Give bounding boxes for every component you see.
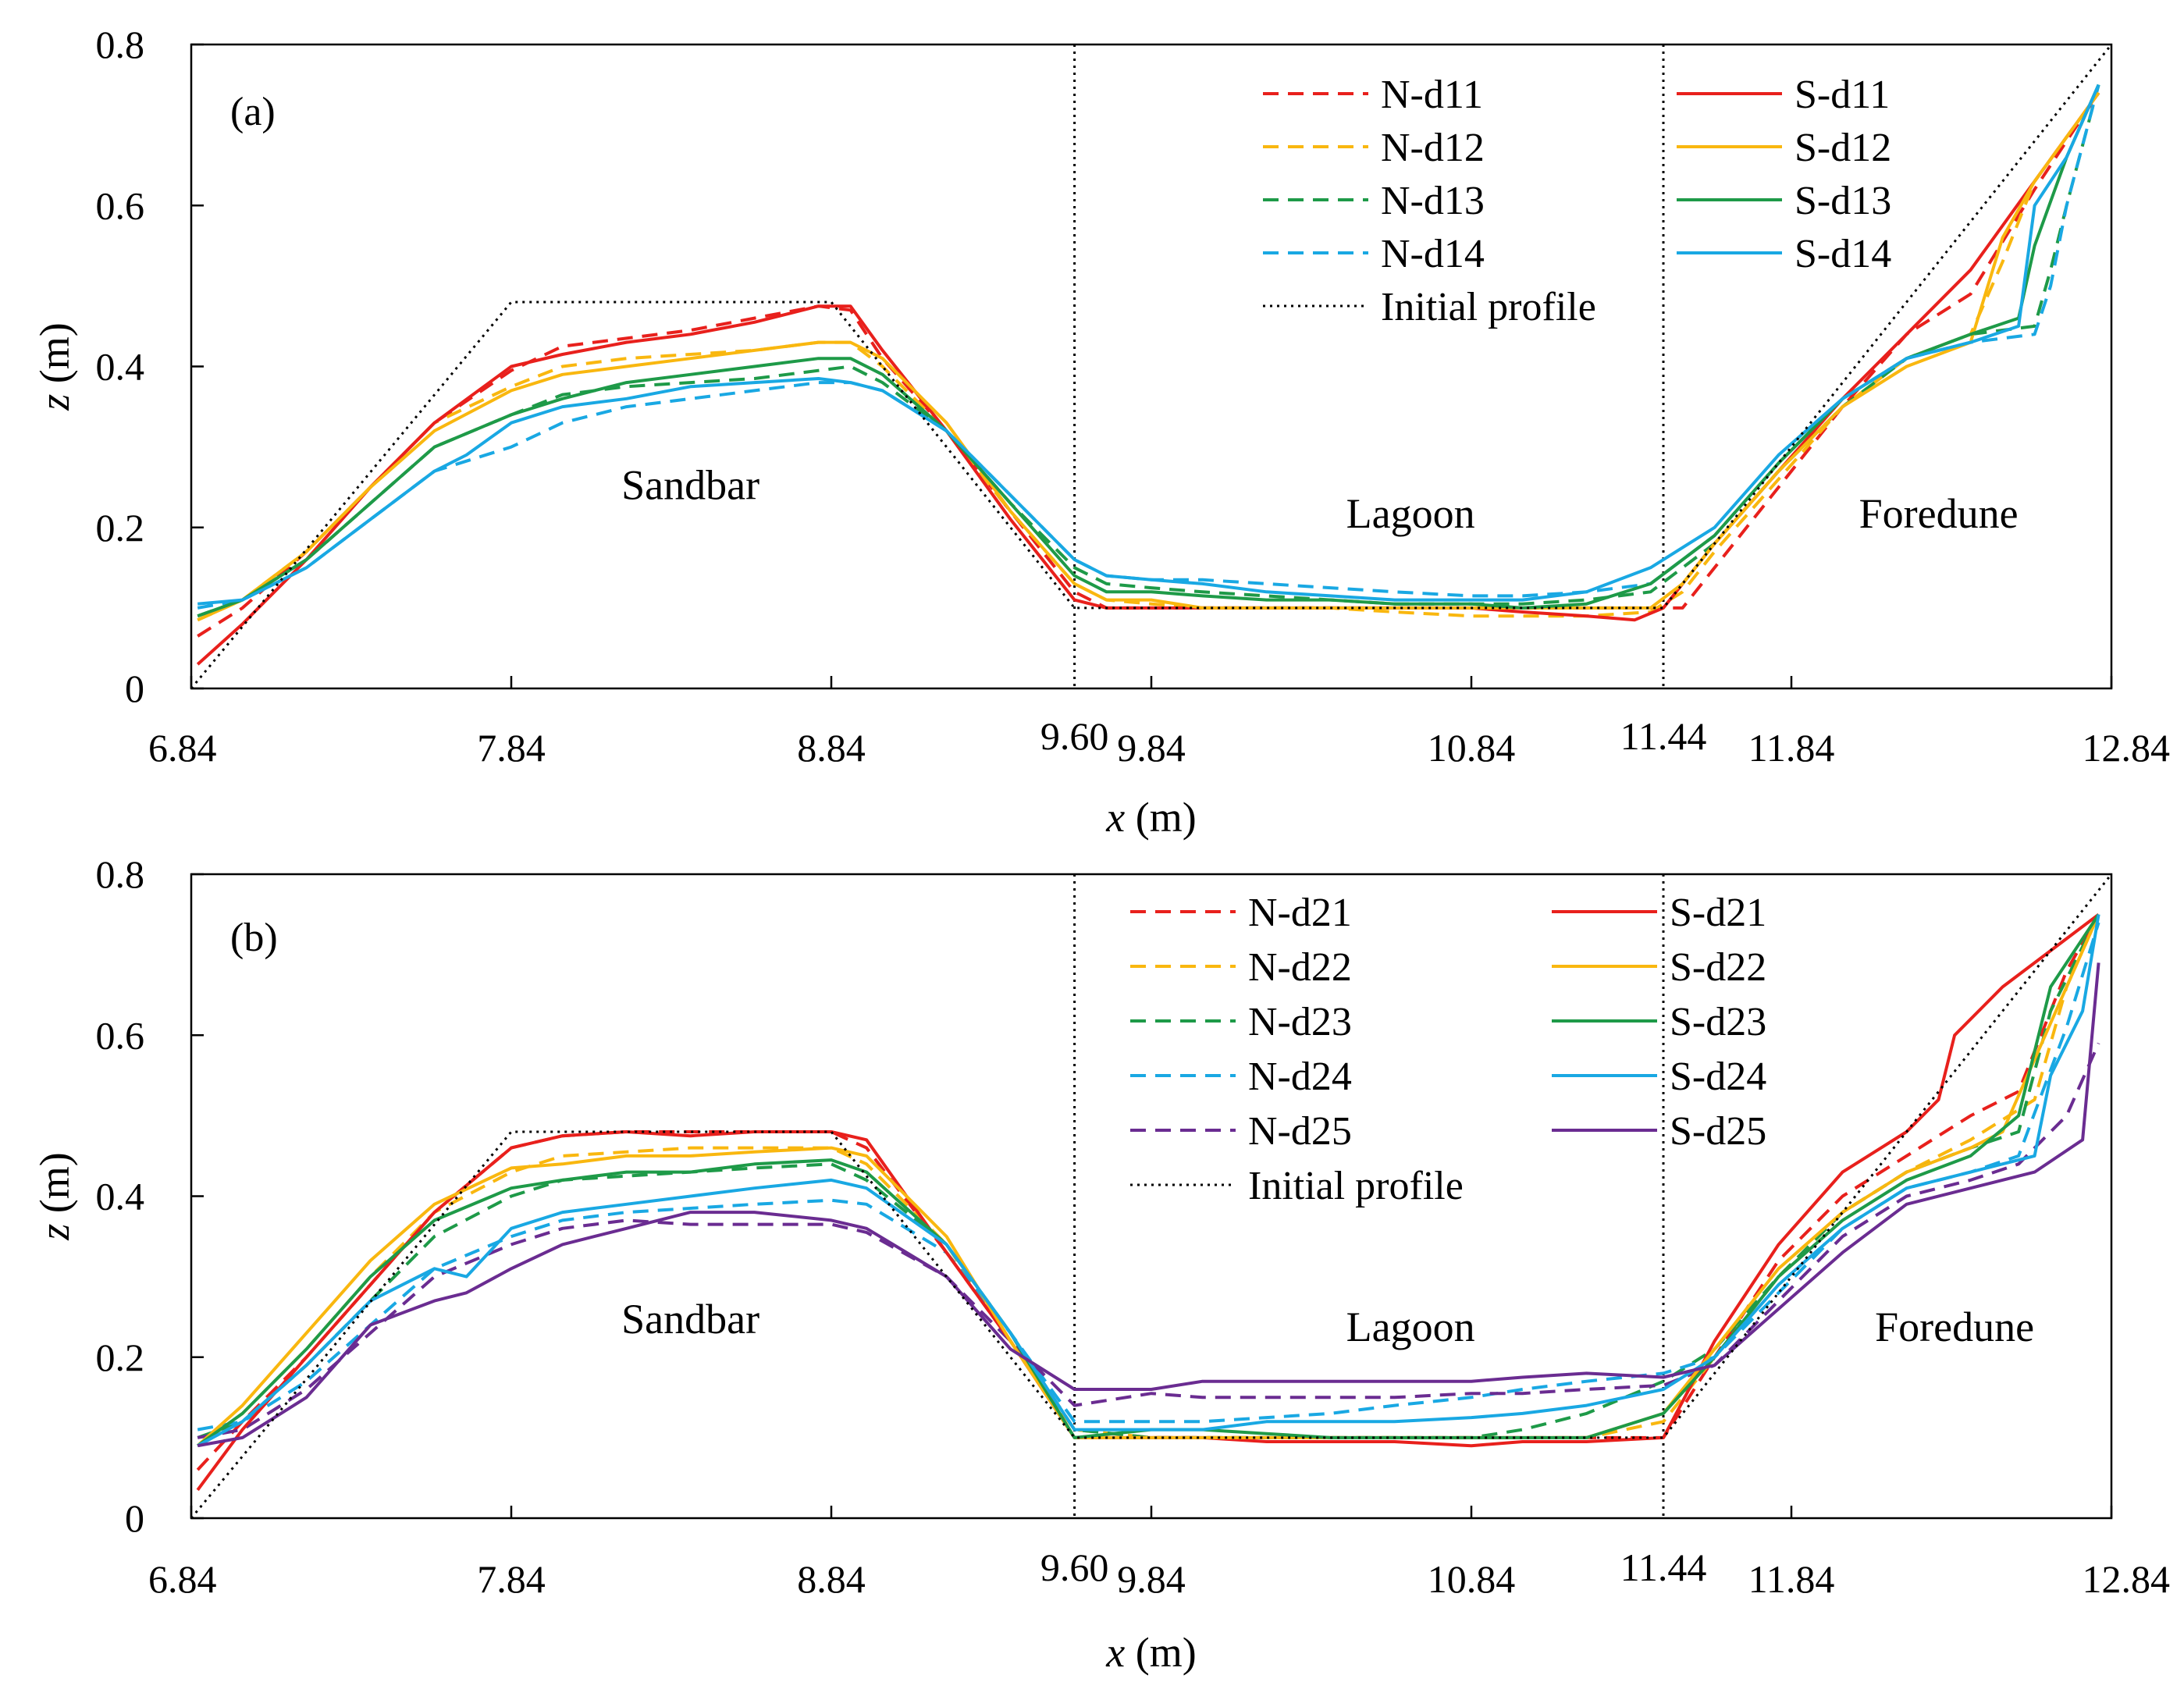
legend-label: S-d24	[1670, 1055, 1766, 1099]
x-tick-label: 8.84	[797, 726, 866, 770]
legend-label: S-d23	[1670, 1000, 1766, 1044]
series-line-n-d21	[196, 913, 2100, 1471]
boundary-label: 11.44	[1620, 1545, 1707, 1589]
x-tick-label: 8.84	[797, 1557, 866, 1601]
series-line-n-d24	[197, 922, 2100, 1432]
boundary-label: 9.60	[1040, 714, 1109, 758]
series-line-n-d23	[197, 913, 2100, 1439]
legend-label: N-d12	[1381, 126, 1485, 170]
x-tick-label: 6.84	[148, 1557, 217, 1601]
x-tick-label: 7.84	[477, 1557, 546, 1601]
y-axis-label: z (m)	[31, 322, 78, 411]
y-tick-label: 0.2	[96, 1336, 145, 1379]
y-tick-label: 0.4	[96, 1175, 145, 1218]
x-axis-label: x (m)	[1105, 794, 1196, 841]
legend-label: S-d21	[1670, 891, 1766, 935]
y-tick-label: 0.8	[96, 852, 145, 896]
panel-a: 6.84 7.84 8.84 9.84 10.84 11.84 12.84 0 0.2 0.4 0.…	[31, 23, 2170, 841]
boundary-label: 11.44	[1620, 714, 1707, 758]
legend-label: S-d14	[1795, 232, 1891, 276]
panel-label: (a)	[230, 90, 276, 134]
x-tick-label: 11.84	[1748, 726, 1835, 770]
legend-label: S-d13	[1795, 179, 1891, 223]
legend-label: N-d21	[1248, 891, 1352, 935]
legend: N-d21 S-d21 N-d22 S-d22 N-d23 S-d23 N-d24 S-d24…	[1130, 891, 1766, 1208]
series-line-n-d11	[197, 91, 2100, 638]
series-line-n-d25	[197, 1042, 2100, 1439]
series-line-s-d21	[196, 913, 2100, 1492]
series-line-n-d12	[197, 91, 2100, 622]
x-tick-label: 9.84	[1117, 1557, 1186, 1601]
region-label: Foredune	[1875, 1304, 2034, 1350]
legend-label: S-d12	[1795, 126, 1891, 170]
legend-label: S-d25	[1670, 1109, 1766, 1154]
y-tick-label: 0	[125, 1496, 144, 1540]
region-label: Foredune	[1859, 490, 2019, 537]
x-tick-label: 6.84	[148, 726, 217, 770]
x-axis-label: x (m)	[1105, 1629, 1196, 1676]
region-label: Sandbar	[621, 1296, 759, 1343]
legend-label: S-d22	[1670, 945, 1766, 990]
y-tick-label: 0	[125, 667, 144, 710]
x-tick-label: 12.84	[2083, 1557, 2171, 1601]
x-tick-label: 10.84	[1428, 1557, 1516, 1601]
y-tick-label: 0.8	[96, 23, 145, 66]
series-line-n-d13	[197, 84, 2100, 618]
legend: N-d11 S-d11 N-d12 S-d12 N-d13 S-d13 N-d14 S-d14…	[1263, 73, 1891, 329]
legend-label: N-d23	[1248, 1000, 1352, 1044]
region-label: Lagoon	[1346, 490, 1475, 537]
x-tick-label: 7.84	[477, 726, 546, 770]
legend-label: N-d11	[1381, 73, 1483, 117]
legend-label: N-d22	[1248, 945, 1352, 990]
legend-label: Initial profile	[1248, 1164, 1464, 1208]
panel-label: (b)	[230, 916, 278, 960]
series-line-n-d22	[197, 913, 2100, 1447]
x-tick-label: 9.84	[1117, 726, 1186, 770]
region-label: Sandbar	[621, 462, 759, 509]
legend-label: N-d25	[1248, 1109, 1352, 1154]
series-line-s-d25	[197, 962, 2100, 1448]
y-tick-label: 0.2	[96, 506, 145, 550]
series-line-s-d12	[197, 91, 2100, 622]
y-tick-label: 0.6	[96, 1013, 145, 1057]
x-tick-label: 11.84	[1748, 1557, 1835, 1601]
legend-label: Initial profile	[1381, 285, 1596, 329]
legend-label: N-d24	[1248, 1055, 1352, 1099]
region-label: Lagoon	[1346, 1304, 1475, 1350]
x-tick-label: 12.84	[2083, 726, 2171, 770]
panel-b: 6.84 7.84 8.84 9.84 10.84 11.84 12.84 0 0.2 0.4 0.…	[31, 852, 2170, 1676]
y-tick-label: 0.4	[96, 345, 145, 389]
y-tick-label: 0.6	[96, 183, 145, 227]
plot-frame	[190, 873, 2113, 1520]
y-axis-label: z (m)	[31, 1152, 78, 1240]
legend-label: S-d11	[1795, 73, 1890, 117]
series-line-s-d14	[197, 84, 2100, 606]
series-line-s-d22	[196, 913, 2100, 1447]
legend-label: N-d14	[1381, 232, 1485, 276]
x-tick-label: 10.84	[1428, 726, 1516, 770]
series-line-s-d24	[197, 914, 2100, 1447]
legend-label: N-d13	[1381, 179, 1485, 223]
series-line-initial-profile	[190, 873, 2113, 1519]
boundary-label: 9.60	[1040, 1545, 1109, 1589]
